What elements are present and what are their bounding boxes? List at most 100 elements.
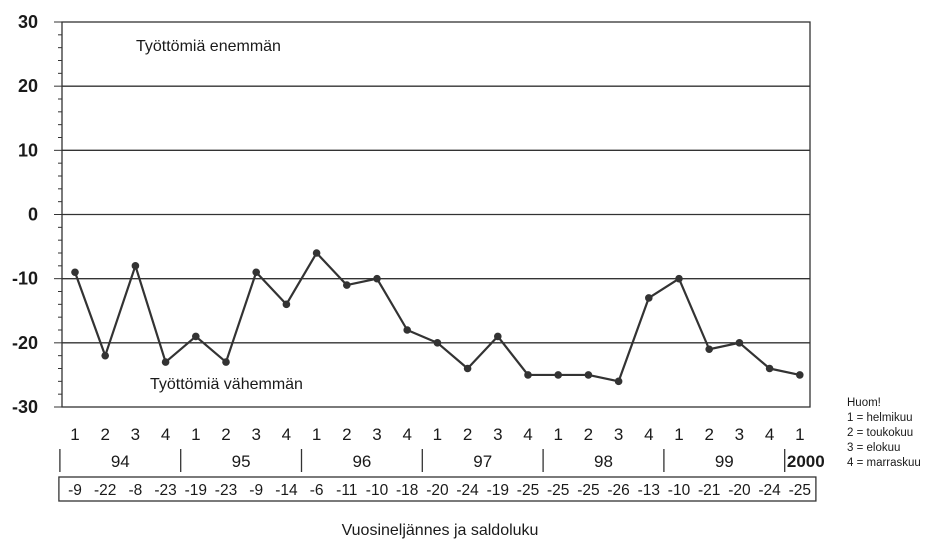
data-point bbox=[101, 351, 109, 360]
data-point bbox=[554, 371, 562, 379]
data-point bbox=[161, 358, 170, 366]
year-label: 97 bbox=[473, 452, 492, 471]
data-point bbox=[705, 345, 713, 354]
saldo-label: -24 bbox=[456, 482, 479, 499]
data-point bbox=[343, 281, 351, 289]
saldo-label: -13 bbox=[638, 482, 660, 499]
quarter-label: 3 bbox=[735, 425, 744, 444]
data-point bbox=[463, 364, 472, 373]
quarter-label: 1 bbox=[674, 425, 683, 444]
data-point bbox=[403, 326, 412, 334]
data-point bbox=[494, 332, 502, 341]
data-point bbox=[614, 377, 623, 386]
quarter-label: 2 bbox=[221, 425, 230, 444]
quarter-label: 3 bbox=[493, 425, 502, 444]
quarter-label: 3 bbox=[372, 425, 381, 444]
data-point bbox=[252, 268, 260, 277]
saldo-label: -8 bbox=[129, 482, 143, 499]
year-label: 96 bbox=[352, 452, 371, 471]
data-point bbox=[584, 371, 593, 379]
note-title: Huom! bbox=[847, 397, 881, 409]
quarter-label: 2 bbox=[463, 425, 472, 444]
data-point bbox=[645, 294, 653, 302]
data-point bbox=[312, 249, 321, 257]
quarter-label: 1 bbox=[312, 425, 321, 444]
saldo-labels: -9 -22 -8 -23 -19 -23 -9 -14 -6 -11 -10 -18 -20 -24 -1… bbox=[58, 476, 817, 502]
saldo-label: -9 bbox=[68, 482, 82, 499]
y-tick-label: -10 bbox=[12, 269, 38, 289]
saldo-label: -25 bbox=[789, 482, 811, 499]
saldo-label: -18 bbox=[396, 482, 418, 499]
y-tick-label: 20 bbox=[18, 76, 38, 96]
series-polyline bbox=[73, 251, 801, 383]
quarter-label: 1 bbox=[553, 425, 562, 444]
y-tick-label: 0 bbox=[28, 205, 38, 225]
note-line-3: 3 = elokuu bbox=[847, 442, 901, 454]
saldo-box bbox=[58, 476, 817, 502]
data-point bbox=[796, 371, 804, 379]
saldo-label: -9 bbox=[249, 482, 263, 499]
note-line-4: 4 = marraskuu bbox=[847, 457, 921, 469]
quarter-label: 2 bbox=[342, 425, 351, 444]
saldo-label: -11 bbox=[336, 482, 357, 499]
y-tick-labels: 30 20 10 0 -10 -20 -30 bbox=[12, 12, 38, 417]
saldo-label: -25 bbox=[577, 482, 599, 499]
saldo-label: -14 bbox=[275, 482, 298, 499]
year-label: 98 bbox=[594, 452, 613, 471]
quarter-label: 4 bbox=[282, 425, 291, 444]
quarter-label: 1 bbox=[70, 425, 79, 444]
saldo-label: -25 bbox=[547, 482, 569, 499]
saldo-label: -10 bbox=[366, 482, 389, 499]
quarter-label: 3 bbox=[131, 425, 140, 444]
data-point bbox=[433, 339, 442, 347]
quarter-label: 3 bbox=[614, 425, 623, 444]
saldo-label: -23 bbox=[215, 482, 237, 499]
data-point bbox=[373, 274, 381, 283]
quarter-label: 4 bbox=[402, 425, 411, 444]
year-labels: 94 95 96 97 98 99 2000 bbox=[59, 449, 825, 472]
note-line-2: 2 = toukokuu bbox=[847, 427, 914, 439]
saldo-label: -19 bbox=[185, 482, 207, 499]
saldo-label: -21 bbox=[698, 482, 720, 499]
saldo-label: -26 bbox=[607, 482, 629, 499]
quarter-label: 4 bbox=[644, 425, 653, 444]
y-tick-label: -30 bbox=[12, 397, 38, 417]
quarter-label: 1 bbox=[433, 425, 442, 444]
y-tick-label: 10 bbox=[18, 140, 38, 160]
annotation-lower: Työttömiä vähemmän bbox=[150, 376, 303, 393]
quarter-label: 1 bbox=[795, 425, 804, 444]
x-axis-label: Vuosineljännes ja saldoluku bbox=[342, 522, 539, 539]
axes bbox=[54, 21, 811, 408]
quarter-label: 2 bbox=[100, 425, 109, 444]
saldo-label: -25 bbox=[517, 482, 539, 499]
year-label: 94 bbox=[111, 452, 130, 471]
quarter-label: 4 bbox=[765, 425, 774, 444]
data-point bbox=[192, 332, 200, 341]
data-point bbox=[222, 358, 230, 366]
data-point bbox=[524, 371, 532, 379]
data-point bbox=[765, 364, 774, 373]
data-point bbox=[282, 300, 291, 309]
year-label: 2000 bbox=[787, 452, 825, 471]
year-label: 95 bbox=[232, 452, 251, 471]
year-label: 99 bbox=[715, 452, 734, 471]
annotation-upper: Työttömiä enemmän bbox=[136, 38, 281, 55]
series-line bbox=[71, 249, 804, 386]
quarter-labels: 1 2 3 4 1 2 3 4 1 2 3 4 1 2 3 4 1 2 3 4 1 2 3 4 1 bbox=[70, 425, 804, 444]
gridlines bbox=[62, 85, 810, 344]
saldo-label: -6 bbox=[310, 482, 324, 499]
data-point bbox=[71, 268, 79, 277]
saldo-label: -19 bbox=[487, 482, 509, 499]
saldo-label: -24 bbox=[758, 482, 781, 499]
quarter-label: 4 bbox=[161, 425, 170, 444]
quarter-label: 2 bbox=[584, 425, 593, 444]
quarter-label: 4 bbox=[523, 425, 532, 444]
data-point bbox=[675, 274, 683, 283]
note-line-1: 1 = helmikuu bbox=[847, 412, 913, 424]
data-point bbox=[131, 262, 140, 270]
quarter-label: 1 bbox=[191, 425, 200, 444]
data-point bbox=[735, 339, 744, 347]
quarter-label: 3 bbox=[251, 425, 260, 444]
y-tick-label: -20 bbox=[12, 333, 38, 353]
